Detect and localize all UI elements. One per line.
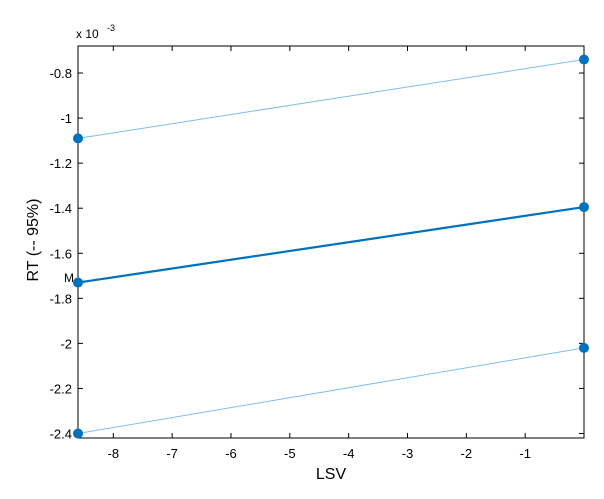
series-point-lower (73, 428, 83, 439)
y-exponent-power: -3 (107, 23, 115, 33)
x-tick-label: -2 (461, 446, 473, 461)
y-tick-label: -2.4 (50, 426, 72, 441)
x-tick-label: -4 (343, 446, 355, 461)
x-tick-label: -1 (519, 446, 531, 461)
y-axis-label: RT (-- 95%) (25, 199, 42, 282)
series-layer (73, 54, 589, 439)
series-point-mean (579, 202, 589, 213)
series-line-upper (77, 59, 585, 139)
stray-label: M (64, 271, 74, 285)
x-tick-label: -3 (402, 446, 414, 461)
y-exponent-base: x 10 (76, 27, 99, 41)
series-point-upper (73, 133, 83, 144)
y-tick-label: -1.6 (50, 246, 72, 261)
x-tick-labels: -8 -7 -6 -5 -4 -3 -2 -1 (108, 446, 531, 461)
series-line-lower (77, 347, 585, 434)
series-line-mean (77, 205, 585, 284)
x-tick-label: -8 (108, 446, 120, 461)
series-point-lower (579, 342, 589, 353)
series-point-mean (73, 277, 83, 288)
y-tick-label: -1 (60, 111, 72, 126)
x-tick-label: -7 (166, 446, 178, 461)
y-tick-label: -1.2 (50, 156, 72, 171)
tick-marks (78, 46, 584, 438)
y-tick-label: -2 (60, 336, 72, 351)
y-tick-label: -0.8 (50, 66, 72, 81)
series-point-upper (579, 54, 589, 65)
y-tick-label: -1.8 (50, 291, 72, 306)
plot-box (77, 45, 585, 439)
y-tick-labels: -0.8 -1 -1.2 -1.4 -1.6 -1.8 -2 -2.2 -2.4 (50, 66, 72, 441)
x-axis-label: LSV (316, 466, 347, 483)
x-tick-label: -5 (284, 446, 296, 461)
y-tick-label: -1.4 (50, 201, 72, 216)
plot-frame (77, 45, 585, 439)
y-tick-label: -2.2 (50, 381, 72, 396)
x-tick-label: -6 (225, 446, 237, 461)
